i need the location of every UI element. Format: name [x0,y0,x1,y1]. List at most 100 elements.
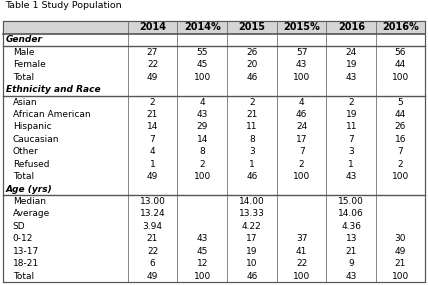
Text: 26: 26 [395,122,406,131]
Text: 26: 26 [246,48,258,57]
Text: 2: 2 [199,160,205,169]
Text: 7: 7 [398,147,403,156]
Text: 49: 49 [395,247,406,256]
Text: Table 1 Study Population: Table 1 Study Population [5,1,122,11]
Text: 2016: 2016 [338,23,365,32]
Text: 55: 55 [196,48,208,57]
Text: 20: 20 [246,60,258,69]
Text: 56: 56 [395,48,406,57]
Text: 1: 1 [150,160,155,169]
Text: 17: 17 [296,135,307,144]
Text: 49: 49 [147,172,158,181]
Text: 15.00: 15.00 [339,197,364,206]
Text: Average: Average [13,209,50,218]
Text: Ethnicity and Race: Ethnicity and Race [6,85,101,94]
Text: 5: 5 [398,97,403,107]
Text: Age (yrs): Age (yrs) [6,185,53,194]
Text: Hispanic: Hispanic [13,122,51,131]
Text: 2016%: 2016% [382,23,419,32]
Text: 21: 21 [345,247,357,256]
Text: 12: 12 [196,259,208,268]
Text: SD: SD [13,222,25,231]
Text: 43: 43 [345,172,357,181]
Text: 1: 1 [348,160,354,169]
Text: 49: 49 [147,272,158,281]
Text: 14: 14 [196,135,208,144]
Text: 2: 2 [249,97,255,107]
Text: 2: 2 [299,160,304,169]
Text: 11: 11 [246,122,258,131]
Text: 43: 43 [345,73,357,82]
Text: 1: 1 [249,160,255,169]
Text: 2015%: 2015% [283,23,320,32]
Text: 21: 21 [246,110,258,119]
Text: 3: 3 [348,147,354,156]
Text: 45: 45 [196,247,208,256]
Text: 9: 9 [348,259,354,268]
Text: Median: Median [13,197,46,206]
Text: 22: 22 [147,60,158,69]
Text: Other: Other [13,147,39,156]
Text: 30: 30 [395,234,406,243]
Text: 41: 41 [296,247,307,256]
Text: 6: 6 [150,259,155,268]
Text: 44: 44 [395,110,406,119]
Text: 21: 21 [395,259,406,268]
Text: 19: 19 [345,60,357,69]
Text: 45: 45 [196,60,208,69]
Text: 4: 4 [299,97,304,107]
Text: 43: 43 [296,60,307,69]
Text: 7: 7 [150,135,155,144]
Text: Asian: Asian [13,97,38,107]
Text: 0-12: 0-12 [13,234,33,243]
Text: 2: 2 [398,160,403,169]
Text: 4: 4 [199,97,205,107]
Text: 16: 16 [395,135,406,144]
Text: 4.36: 4.36 [341,222,361,231]
Text: 100: 100 [293,73,310,82]
Text: Total: Total [13,172,34,181]
Text: 19: 19 [345,110,357,119]
Text: 7: 7 [348,135,354,144]
Text: 2: 2 [150,97,155,107]
Text: 43: 43 [345,272,357,281]
Text: 100: 100 [293,172,310,181]
Text: Gender: Gender [6,35,43,44]
Text: 29: 29 [196,122,208,131]
Text: 14.06: 14.06 [339,209,364,218]
Text: Total: Total [13,73,34,82]
Text: 2015: 2015 [238,23,265,32]
Text: 2014%: 2014% [184,23,220,32]
Text: African American: African American [13,110,90,119]
Text: 7: 7 [299,147,304,156]
Text: 100: 100 [392,172,409,181]
Text: 24: 24 [346,48,357,57]
Text: Refused: Refused [13,160,49,169]
Text: 17: 17 [246,234,258,243]
Text: Total: Total [13,272,34,281]
Text: 46: 46 [246,272,258,281]
Text: Caucasian: Caucasian [13,135,59,144]
Text: 100: 100 [293,272,310,281]
Text: 19: 19 [246,247,258,256]
Text: 100: 100 [392,272,409,281]
Text: 21: 21 [147,110,158,119]
Text: 8: 8 [249,135,255,144]
Text: 14: 14 [147,122,158,131]
Text: 46: 46 [246,172,258,181]
Text: 43: 43 [196,234,208,243]
Text: 22: 22 [296,259,307,268]
Text: Male: Male [13,48,34,57]
Text: 100: 100 [392,73,409,82]
Text: 3: 3 [249,147,255,156]
Text: 46: 46 [246,73,258,82]
Text: 11: 11 [345,122,357,131]
Text: 100: 100 [193,172,211,181]
Text: 57: 57 [296,48,307,57]
Text: 10: 10 [246,259,258,268]
Text: 49: 49 [147,73,158,82]
Text: 13: 13 [345,234,357,243]
Text: 22: 22 [147,247,158,256]
Text: 100: 100 [193,272,211,281]
Bar [3,21,425,34]
